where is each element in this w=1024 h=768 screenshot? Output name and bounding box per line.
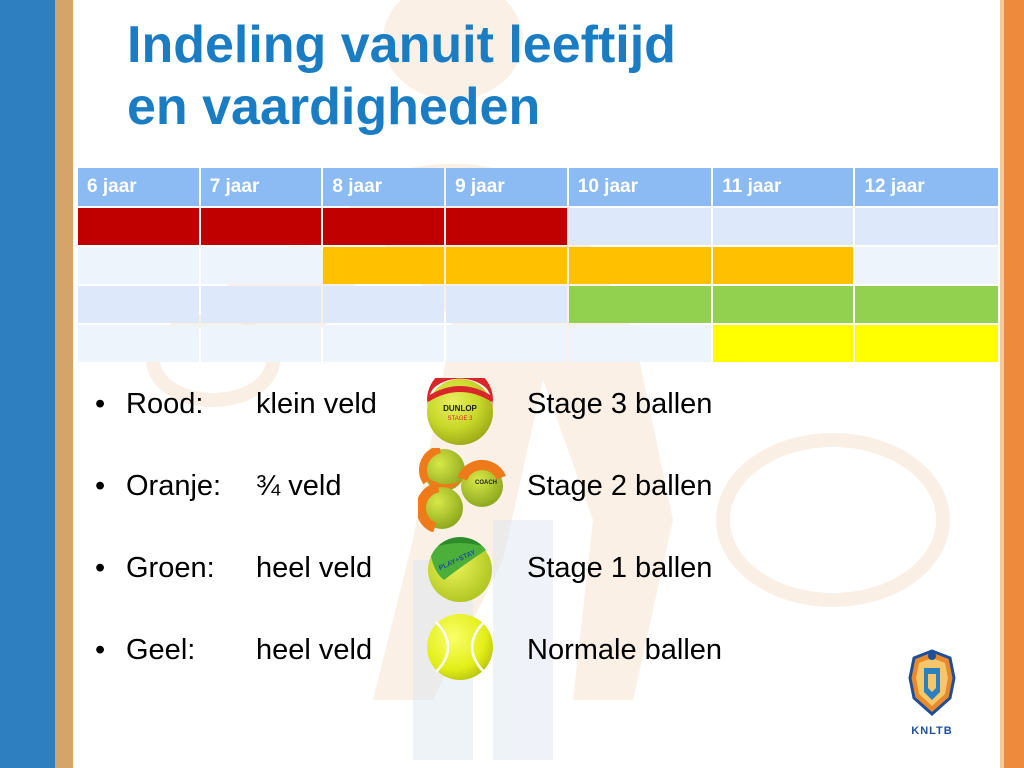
level-cell-light2 — [78, 325, 199, 362]
ball-type: Stage 1 ballen — [527, 552, 713, 584]
list-item-oranje: • Oranje: ¾ veld Stage 2 ballen — [95, 470, 775, 510]
header-cell: 10 jaar — [568, 168, 712, 206]
ball-type: Normale ballen — [527, 634, 723, 666]
page-title: Indeling vanuit leeftijd en vaardigheden — [127, 14, 676, 138]
orange-stage2-balls-icon: COACH — [418, 448, 506, 532]
court-size: heel veld — [256, 634, 373, 666]
table-body — [78, 208, 998, 362]
ball-type: Stage 3 ballen — [527, 388, 713, 420]
level-cell-orange — [446, 247, 567, 284]
table-row — [78, 247, 998, 284]
logo-text: KNLTB — [911, 725, 953, 737]
table-header-row: 6 jaar 7 jaar 8 jaar 9 jaar 10 jaar 11 j… — [78, 168, 998, 206]
yellow-tennis-ball-icon — [427, 614, 493, 680]
header-cell: 9 jaar — [446, 168, 567, 206]
level-cell-light1 — [446, 286, 567, 323]
level-label: Geel: — [126, 634, 196, 666]
right-accent-stripe — [1000, 0, 1004, 768]
level-cell-light1 — [855, 208, 998, 245]
level-cell-light2 — [855, 247, 998, 284]
level-label: Groen: — [126, 552, 215, 584]
red-stage3-ball-icon: DUNLOP STAGE 3 — [427, 378, 493, 445]
level-cell-green — [855, 286, 998, 323]
ball-brand-text: COACH — [475, 480, 497, 486]
level-cell-orange — [323, 247, 445, 284]
right-accent-bar — [1004, 0, 1024, 768]
level-label: Oranje: — [126, 470, 222, 502]
court-size: ¾ veld — [256, 470, 342, 502]
bullet: • — [95, 388, 106, 420]
court-size: heel veld — [256, 552, 373, 584]
list-item-groen: • Groen: heel veld Stage 1 ballen — [95, 552, 775, 592]
level-cell-red — [323, 208, 445, 245]
level-cell-red — [446, 208, 567, 245]
level-cell-light1 — [78, 286, 199, 323]
table-row — [78, 208, 998, 245]
ball-type: Stage 2 ballen — [527, 470, 713, 502]
level-cell-light2 — [446, 325, 567, 362]
ball-stage-text: STAGE 3 — [448, 416, 474, 422]
court-size: klein veld — [256, 388, 377, 420]
level-cell-light1 — [568, 208, 712, 245]
level-cell-light2 — [568, 325, 712, 362]
age-level-table: 6 jaar 7 jaar 8 jaar 9 jaar 10 jaar 11 j… — [76, 166, 1000, 364]
ball-brand-text: DUNLOP — [443, 404, 477, 413]
level-label: Rood: — [126, 388, 204, 420]
table-row — [78, 325, 998, 362]
bullet: • — [95, 470, 106, 502]
header-cell: 12 jaar — [855, 168, 998, 206]
green-stage1-ball-icon: PLAY+STAY — [428, 536, 492, 602]
level-cell-red — [78, 208, 199, 245]
level-cell-yellow — [713, 325, 854, 362]
level-cell-light1 — [200, 286, 322, 323]
left-accent-stripe — [55, 0, 73, 768]
level-cell-green — [713, 286, 854, 323]
bullet: • — [95, 552, 106, 584]
title-line-2: en vaardigheden — [127, 78, 541, 136]
level-cell-green — [568, 286, 712, 323]
table-row — [78, 286, 998, 323]
knltb-crest-icon — [908, 649, 956, 717]
list-item-rood: • Rood: klein veld Stage 3 ballen — [95, 388, 775, 428]
level-cell-light2 — [78, 247, 199, 284]
level-cell-orange — [568, 247, 712, 284]
level-cell-light2 — [323, 325, 445, 362]
title-line-1: Indeling vanuit leeftijd — [127, 16, 676, 74]
header-cell: 6 jaar — [78, 168, 199, 206]
list-item-geel: • Geel: heel veld Normale ballen — [95, 634, 775, 674]
left-accent-bar — [0, 0, 55, 768]
level-cell-light1 — [713, 208, 854, 245]
header-cell: 8 jaar — [323, 168, 445, 206]
level-cell-light2 — [200, 247, 322, 284]
level-cell-red — [200, 208, 322, 245]
level-cell-light2 — [200, 325, 322, 362]
knltb-logo: KNLTB — [904, 648, 960, 738]
header-cell: 7 jaar — [200, 168, 322, 206]
level-cell-yellow — [855, 325, 998, 362]
bullet: • — [95, 634, 106, 666]
level-cell-light1 — [323, 286, 445, 323]
level-cell-orange — [713, 247, 854, 284]
header-cell: 11 jaar — [713, 168, 854, 206]
